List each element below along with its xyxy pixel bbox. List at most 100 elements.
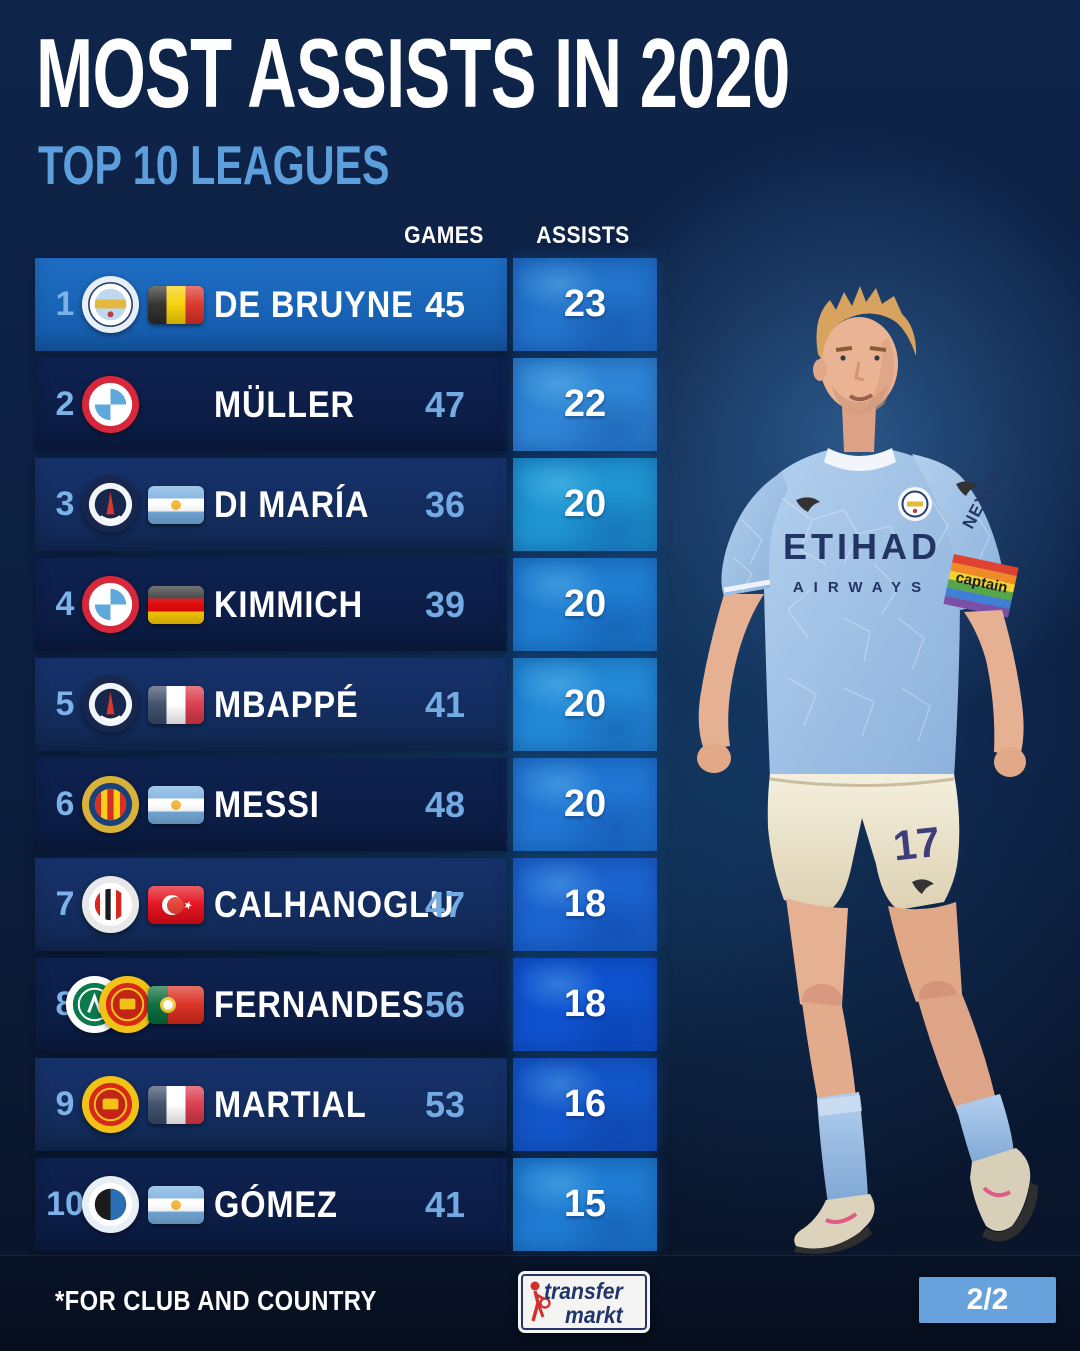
assists-count: 16 [563, 1083, 607, 1125]
games-count: 39 [424, 584, 466, 625]
player-legs [786, 898, 1038, 1254]
assists-cell: 20 [513, 458, 657, 551]
belgium-flag [148, 286, 204, 324]
games-count: 45 [424, 284, 466, 325]
portugal-flag-emblem-circle [160, 997, 176, 1013]
row-main: 10 GÓMEZ 41 [35, 1158, 507, 1251]
club-badges [81, 1175, 140, 1234]
table-row-10: 10 GÓMEZ 41 15 [35, 1158, 657, 1251]
maker-logo-chest [796, 497, 820, 512]
table-row-6: 6 MESSI 48 20 [35, 758, 657, 851]
transfermarkt-figure-icon [530, 1281, 551, 1322]
rank-number: 5 [55, 685, 75, 723]
club-badges [81, 275, 140, 334]
club-badges [81, 675, 140, 734]
page-title: MOST ASSISTS IN 2020 [36, 18, 790, 128]
games-count: 47 [424, 884, 466, 925]
games-count: 47 [424, 384, 466, 425]
player-jersey [763, 450, 961, 778]
shirt-sponsor-text: ETIHAD [783, 526, 941, 567]
games-count: 41 [424, 684, 466, 725]
manchester-united-badge [98, 975, 157, 1034]
psg-badge [81, 475, 140, 534]
table-row-7: 7 CALHANOGLU 47 18 [35, 858, 657, 951]
player-shorts: 17 [767, 774, 960, 912]
assists-cell: 22 [513, 358, 657, 451]
argentina-flag-emblem-sun [171, 800, 181, 810]
games-count: 36 [424, 484, 466, 525]
assists-cell: 23 [513, 258, 657, 351]
assists-cell: 20 [513, 558, 657, 651]
bayern-munich-badge [81, 375, 140, 434]
germany-flag [148, 586, 204, 624]
row-main: 4 KIMMICH 39 [35, 558, 507, 651]
games-count: 53 [424, 1084, 466, 1125]
games-count: 41 [424, 1184, 466, 1225]
rank-number: 4 [55, 585, 75, 623]
rank-number: 2 [55, 385, 75, 423]
club-badges [81, 875, 140, 934]
footnote: *FOR CLUB AND COUNTRY [55, 1285, 377, 1316]
player-name: DE BRUYNE [214, 284, 414, 325]
assists-cell: 16 [513, 1058, 657, 1151]
manchester-city-badge [81, 275, 140, 334]
row-main: 2 MÜLLER 47 [35, 358, 507, 451]
row-main: 3 DI MARÍA 36 [35, 458, 507, 551]
table-row-8: 8 FERNANDES 56 18 [35, 958, 657, 1051]
assists-count: 15 [563, 1183, 607, 1225]
club-badges [81, 775, 140, 834]
argentina-flag [148, 1186, 204, 1224]
france-flag [148, 686, 204, 724]
assists-cell: 15 [513, 1158, 657, 1251]
player-name: GÓMEZ [214, 1184, 338, 1225]
transfermarkt-logo: transfer markt [518, 1271, 650, 1333]
jersey-pattern [733, 497, 1001, 743]
assists-count: 18 [563, 983, 607, 1025]
turkey-flag-emblem-star [183, 900, 193, 910]
manchester-united-badge [81, 1075, 140, 1134]
player-name: MARTIAL [214, 1084, 367, 1125]
brand-name-line1: transfer [544, 1278, 623, 1304]
row-main: 1 DE BRUYNE 45 [35, 258, 507, 351]
argentina-flag [148, 786, 204, 824]
assists-cell: 18 [513, 958, 657, 1051]
row-main: 8 FERNANDES 56 [35, 958, 507, 1051]
rank-number: 1 [55, 285, 75, 323]
maker-logo-shoulder [956, 481, 978, 496]
club-crest-on-shirt [898, 487, 932, 521]
table-row-5: 5 MBAPPÉ 41 20 [35, 658, 657, 751]
rank-number: 3 [55, 485, 75, 523]
assists-cell: 20 [513, 758, 657, 851]
row-main: 6 MESSI 48 [35, 758, 507, 851]
column-header-games: GAMES [404, 222, 484, 249]
player-head [813, 286, 917, 414]
player-name: KIMMICH [214, 584, 364, 625]
rainbow-captain-armband: captain [943, 554, 1019, 618]
player-name: DI MARÍA [214, 484, 370, 525]
games-count: 48 [424, 784, 466, 825]
table-row-2: 2 MÜLLER 47 22 [35, 358, 657, 451]
player-name: CALHANOGLU [214, 884, 455, 925]
page-indicator-badge: 2/2 [919, 1277, 1056, 1323]
player-name: MBAPPÉ [214, 684, 359, 725]
assists-cell: 18 [513, 858, 657, 951]
atalanta-badge [81, 1175, 140, 1234]
assists-cell: 20 [513, 658, 657, 751]
ac-milan-badge [81, 875, 140, 934]
portugal-flag [148, 986, 204, 1024]
argentina-flag-emblem-sun [171, 500, 181, 510]
player-name: MESSI [214, 784, 320, 825]
table-row-9: 9 MARTIAL 53 16 [35, 1058, 657, 1151]
player-photo-kevin-de-bruyne: ETIHAD AIRWAYS NEXEN captain 17 [697, 286, 1038, 1254]
france-flag [148, 1086, 204, 1124]
brand-name-line2: markt [565, 1302, 623, 1328]
games-count: 56 [424, 984, 466, 1025]
club-badges [81, 475, 140, 534]
table-row-1: 1 DE BRUYNE 45 23 [35, 258, 657, 351]
assists-count: 20 [563, 483, 607, 525]
shorts-number: 17 [891, 818, 942, 870]
turkey-flag-emblem-crescent [162, 895, 184, 915]
row-main: 7 CALHANOGLU 47 [35, 858, 507, 951]
page-subtitle: TOP 10 LEAGUES [38, 134, 390, 196]
row-main: 5 MBAPPÉ 41 [35, 658, 507, 751]
